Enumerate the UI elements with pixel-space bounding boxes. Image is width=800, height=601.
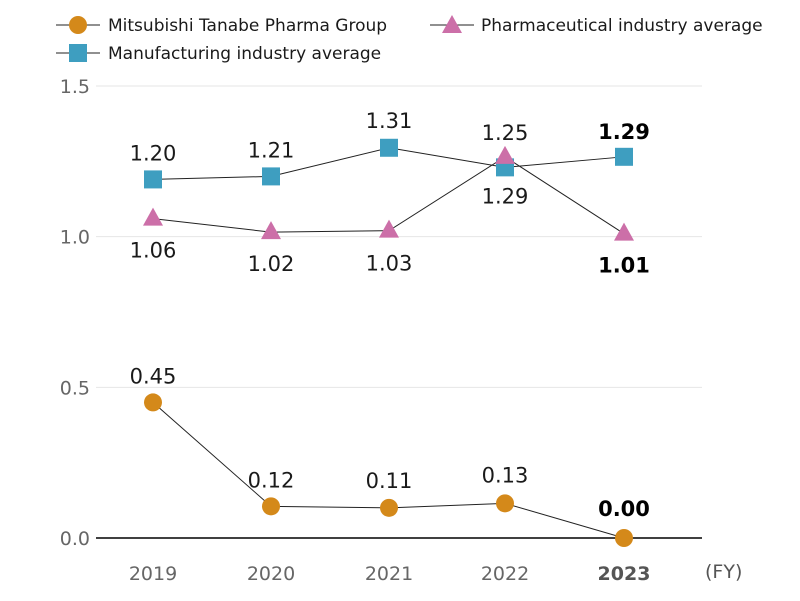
y-tick-label: 1.0 xyxy=(60,227,90,249)
legend-label-manufacturing: Manufacturing industry average xyxy=(108,44,381,64)
data-point-circle xyxy=(144,393,162,412)
data-label: 1.06 xyxy=(130,239,177,263)
data-label: 1.25 xyxy=(482,121,529,145)
data-label: 1.21 xyxy=(248,138,295,162)
data-point-triangle xyxy=(614,222,634,241)
y-tick-label: 0.5 xyxy=(60,377,90,399)
x-tick-label: 2020 xyxy=(247,563,295,585)
legend-item-pharmaceutical: Pharmaceutical industry average xyxy=(430,15,763,36)
x-tick-label: 2023 xyxy=(598,563,651,585)
data-label: 1.29 xyxy=(598,120,650,144)
data-point-triangle xyxy=(495,145,515,164)
data-point-triangle xyxy=(261,221,281,240)
data-point-circle xyxy=(615,529,633,547)
data-label: 1.02 xyxy=(248,252,295,276)
legend-item-mitsubishi: Mitsubishi Tanabe Pharma Group xyxy=(56,16,387,36)
y-tick-label: 0.0 xyxy=(60,528,90,550)
series-group xyxy=(143,138,634,547)
axes: 0.0 0.5 1.0 1.5 2019 2020 2021 2022 2023 (FY) xyxy=(60,76,743,585)
data-point-circle xyxy=(262,497,280,516)
x-tick-label: 2022 xyxy=(481,563,529,585)
data-point-square xyxy=(144,170,162,189)
data-label: 1.29 xyxy=(482,184,529,208)
legend: Mitsubishi Tanabe Pharma Group Manufactu… xyxy=(56,15,763,64)
data-label: 1.01 xyxy=(598,254,650,278)
y-tick-label: 1.5 xyxy=(60,76,90,98)
legend-label-pharmaceutical: Pharmaceutical industry average xyxy=(481,16,763,36)
data-label: 0.13 xyxy=(482,463,529,487)
x-tick-label: 2019 xyxy=(129,563,177,585)
data-label: 0.00 xyxy=(598,497,650,521)
data-point-square xyxy=(380,138,398,157)
data-label: 0.11 xyxy=(366,469,413,493)
data-point-circle xyxy=(380,498,398,517)
data-label: 0.45 xyxy=(130,364,177,388)
data-point-triangle xyxy=(143,207,163,226)
x-axis-unit: (FY) xyxy=(705,561,742,583)
data-point-triangle xyxy=(379,219,399,238)
data-labels: 0.45 0.12 0.11 0.13 0.00 1.20 1.21 1.31 1.29 1.29… xyxy=(130,109,650,521)
legend-label-mitsubishi: Mitsubishi Tanabe Pharma Group xyxy=(108,16,387,36)
legend-marker-circle xyxy=(69,16,87,34)
data-label: 1.31 xyxy=(366,109,413,133)
data-label: 1.20 xyxy=(130,141,177,165)
legend-marker-square xyxy=(69,44,87,62)
x-tick-label: 2021 xyxy=(365,563,413,585)
grid xyxy=(96,85,702,388)
data-label: 0.12 xyxy=(248,468,295,492)
data-point-square xyxy=(262,167,280,186)
data-point-circle xyxy=(496,494,514,513)
data-label: 1.03 xyxy=(366,252,413,276)
data-point-square xyxy=(615,147,633,166)
legend-marker-triangle xyxy=(442,15,462,33)
legend-item-manufacturing: Manufacturing industry average xyxy=(56,44,381,64)
